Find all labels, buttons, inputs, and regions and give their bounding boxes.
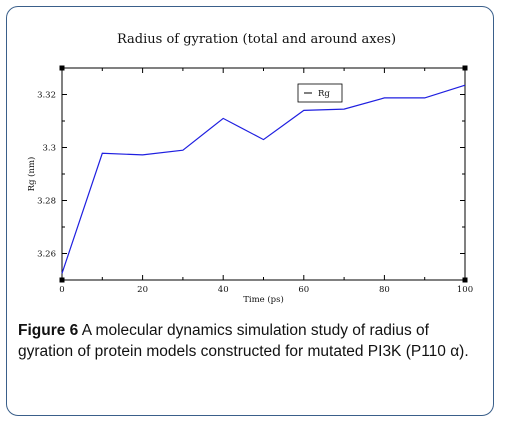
x-tick-label: 20	[137, 285, 148, 295]
x-tick-label: 60	[298, 285, 309, 295]
y-tick-label: 3.3	[42, 144, 56, 154]
legend-label: Rg	[318, 89, 330, 99]
caption-label: Figure 6	[18, 322, 79, 339]
y-tick-label: 3.26	[37, 250, 56, 260]
series-line-rg	[61, 84, 466, 274]
x-tick-label: 100	[457, 285, 473, 295]
chart-title: Radius of gyration (total and around axe…	[116, 32, 397, 47]
figure-frame	[6, 6, 494, 416]
figure-caption: Figure 6 A molecular dynamics simulation…	[18, 320, 488, 362]
x-tick-label: 80	[379, 285, 390, 295]
y-tick-label: 3.32	[37, 91, 56, 101]
y-axis-label: Rg (nm)	[26, 157, 37, 192]
y-tick-label: 3.28	[37, 197, 56, 207]
plot-frame	[61, 67, 466, 281]
legend-box	[297, 83, 343, 103]
x-tick-label: 0	[59, 285, 64, 295]
x-tick-label: 40	[218, 285, 229, 295]
caption-text: A molecular dynamics simulation study of…	[18, 322, 469, 360]
x-axis-label: Time (ps)	[243, 294, 284, 305]
